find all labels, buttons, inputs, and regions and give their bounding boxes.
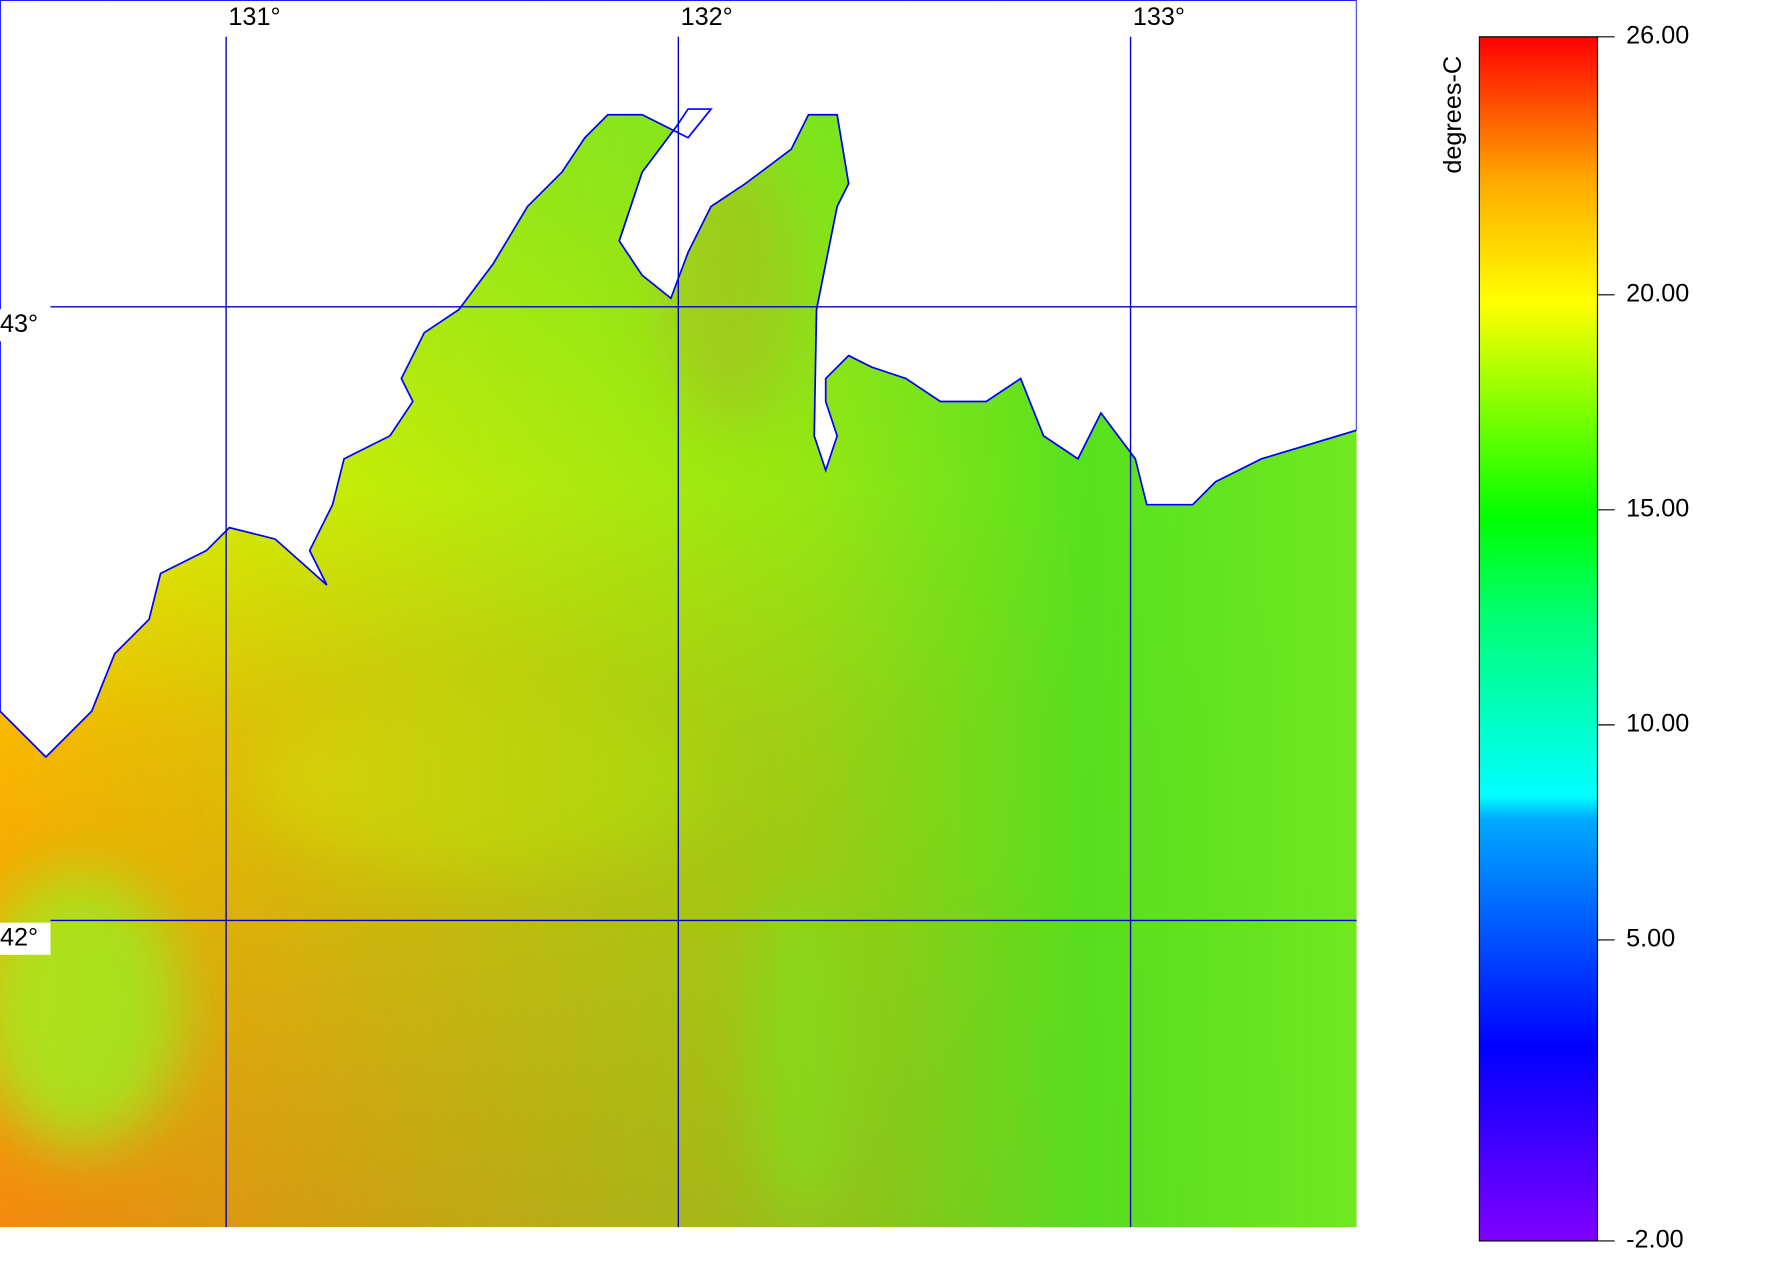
colorbar-tick-label: 10.00	[1626, 710, 1689, 738]
longitude-label: 132°	[681, 3, 733, 31]
colorbar-tick-label: 15.00	[1626, 495, 1689, 523]
colorbar-label: degrees-C	[1439, 56, 1467, 174]
colorbar	[1478, 36, 1599, 1242]
colorbar-tick-label: -2.00	[1626, 1226, 1683, 1254]
longitude-label: 133°	[1133, 3, 1185, 31]
land	[0, 0, 1357, 759]
latitude-label: 43°	[0, 310, 38, 338]
colorbar-tick-label: 5.00	[1626, 925, 1675, 953]
label-bg	[0, 922, 51, 955]
label-bg	[0, 309, 51, 342]
colorbar-tick-label: 26.00	[1626, 21, 1689, 49]
longitude-label: 131°	[228, 3, 280, 31]
colorbar-tick-label: 20.00	[1626, 279, 1689, 307]
latitude-label: 42°	[0, 923, 38, 951]
